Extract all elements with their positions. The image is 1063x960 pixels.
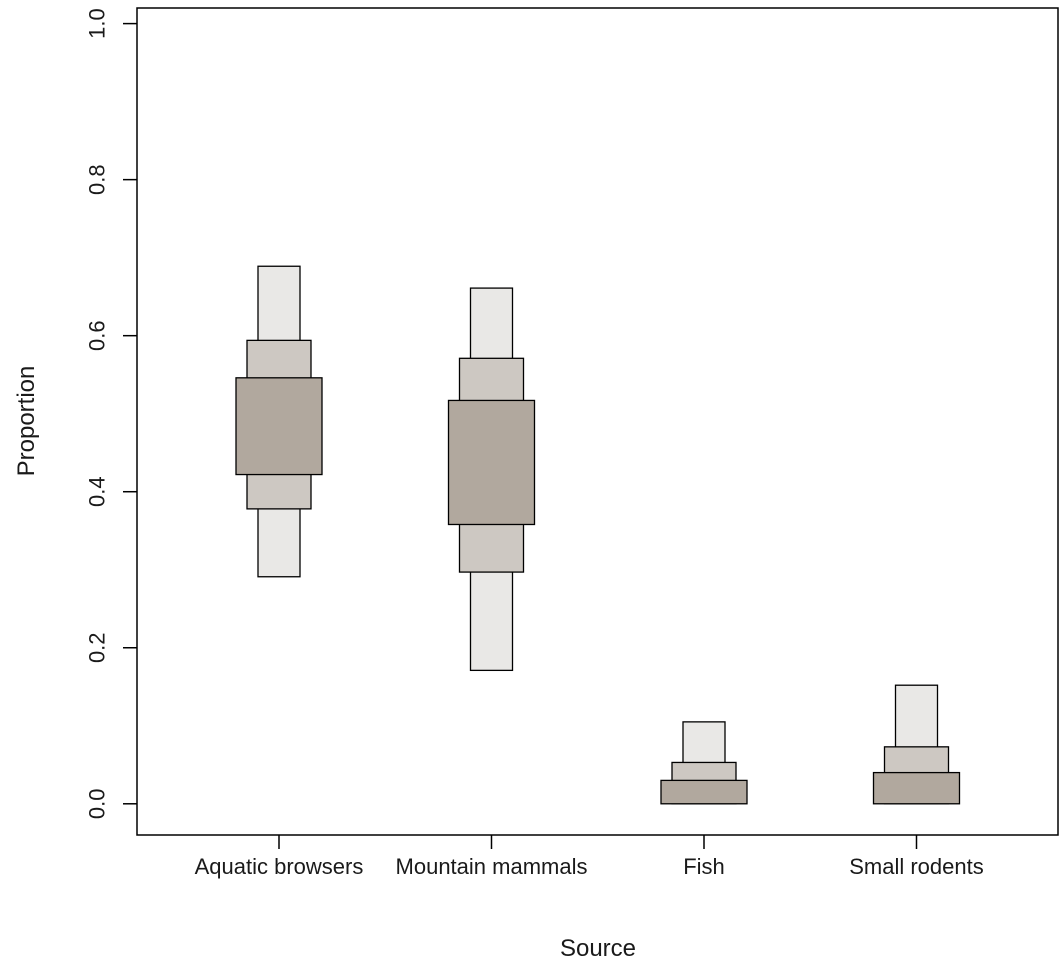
inner-interval-box (235, 377, 323, 476)
y-tick-label: 1.0 (85, 8, 110, 39)
y-tick-label: 0.0 (85, 788, 110, 819)
x-tick-label: Small rodents (849, 854, 984, 879)
x-tick-label: Mountain mammals (396, 854, 588, 879)
y-tick-label: 0.8 (85, 164, 110, 195)
x-tick-label: Aquatic browsers (195, 854, 364, 879)
y-tick-label: 0.2 (85, 632, 110, 663)
y-tick-label: 0.4 (85, 476, 110, 507)
category-boxes (872, 684, 961, 805)
inner-interval-box (660, 779, 748, 805)
inner-interval-box (872, 771, 961, 805)
x-tick-label: Fish (683, 854, 725, 879)
x-axis: Aquatic browsers Mountain mammals Fish Smal… (195, 835, 984, 879)
x-axis-title: Source (560, 935, 636, 960)
category-boxes (660, 721, 748, 805)
box-series (235, 265, 961, 805)
y-axis: 0.0 0.2 0.4 0.6 0.8 1.0 (85, 8, 137, 819)
category-boxes (447, 287, 536, 672)
y-axis-title: Proportion (13, 366, 40, 477)
inner-interval-box (447, 399, 536, 526)
y-tick-label: 0.6 (85, 320, 110, 351)
plot-frame (136, 7, 1059, 836)
category-boxes (235, 265, 323, 578)
